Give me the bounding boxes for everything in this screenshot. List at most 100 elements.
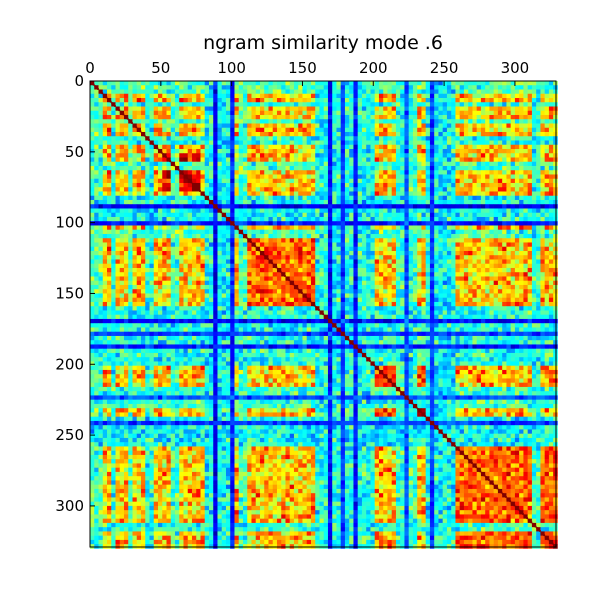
heatmap-cell [119,199,125,205]
heatmap-cell [140,238,146,243]
heatmap-cell [162,272,167,277]
heatmap-cell [472,98,477,103]
heatmap-cell [446,157,452,163]
heatmap-cell [510,148,516,154]
heatmap-cell [404,212,409,218]
heatmap-cell [140,208,146,214]
heatmap-cell [417,259,422,265]
heatmap-cell [412,199,418,205]
heatmap-cell [519,170,524,175]
heatmap-cell [327,98,333,103]
heatmap-cell [153,174,159,180]
heatmap-cell [344,267,350,273]
heatmap-cell [306,85,312,90]
heatmap-cell [272,242,278,248]
heatmap-cell [523,127,528,133]
heatmap-cell [259,148,265,154]
heatmap-cell [544,204,550,209]
heatmap-cell [289,81,295,86]
heatmap-cell [247,98,252,103]
heatmap-cell [514,119,520,124]
heatmap-cell [340,89,346,95]
heatmap-cell [463,259,469,265]
heatmap-cell [119,238,125,243]
heatmap-cell [289,127,295,133]
heatmap-cell [536,131,541,137]
heatmap-cell [336,233,342,239]
heatmap-cell [523,238,528,243]
heatmap-cell [289,114,295,120]
heatmap-cell [506,204,511,209]
heatmap-cell [213,106,218,112]
heatmap-cell [302,191,308,197]
heatmap-cell [336,267,342,273]
heatmap-cell [217,174,223,180]
heatmap-cell [485,144,490,150]
heatmap-cell [536,225,541,231]
heatmap-cell [536,89,541,95]
heatmap-cell [340,85,346,90]
heatmap-cell [259,187,265,192]
heatmap-cell [400,123,405,129]
heatmap-cell [425,140,431,146]
heatmap-cell [527,81,533,86]
heatmap-cell [310,144,316,150]
heatmap-cell [107,212,112,218]
heatmap-cell [107,131,112,137]
heatmap-cell [107,127,112,133]
heatmap-cell [179,267,184,273]
heatmap-cell [531,174,537,180]
heatmap-cell [149,255,155,260]
heatmap-cell [378,229,384,235]
heatmap-cell [119,204,125,209]
heatmap-cell [476,89,482,95]
heatmap-cell [94,144,99,150]
heatmap-cell [527,85,533,90]
heatmap-cell [480,263,486,269]
heatmap-cell [332,187,337,192]
heatmap-cell [238,272,244,277]
heatmap-cell [387,106,392,112]
heatmap-cell [174,127,180,133]
heatmap-cell [281,178,286,184]
heatmap-cell [544,242,550,248]
heatmap-cell [455,93,460,99]
heatmap-cell [179,225,184,231]
heatmap-cell [548,153,554,158]
heatmap-cell [230,267,235,273]
heatmap-cell [378,178,384,184]
heatmap-cell [374,225,380,231]
heatmap-cell [157,195,163,201]
heatmap-cell [468,106,473,112]
heatmap-cell [149,148,155,154]
heatmap-cell [174,157,180,163]
heatmap-cell [536,110,541,116]
heatmap-cell [395,140,401,146]
heatmap-cell [191,204,197,209]
heatmap-cell [272,225,278,231]
heatmap-cell [323,250,329,256]
heatmap-cell [276,199,282,205]
heatmap-cell [323,221,329,226]
heatmap-cell [374,182,380,188]
heatmap-cell [145,212,150,218]
heatmap-cell [306,119,312,124]
heatmap-cell [408,93,414,99]
heatmap-cell [506,255,511,260]
heatmap-cell [310,182,316,188]
heatmap-cell [191,136,197,141]
heatmap-cell [204,204,210,209]
heatmap-cell [510,136,516,141]
heatmap-cell [132,221,138,226]
heatmap-cell [174,153,180,158]
heatmap-cell [404,238,409,243]
heatmap-cell [506,195,511,201]
heatmap-cell [293,144,299,150]
heatmap-cell [191,98,197,103]
heatmap-cell [162,148,167,154]
heatmap-cell [170,174,176,180]
heatmap-cell [370,144,375,150]
heatmap-cell [553,255,558,260]
heatmap-cell [344,195,350,201]
heatmap-cell [366,148,371,154]
